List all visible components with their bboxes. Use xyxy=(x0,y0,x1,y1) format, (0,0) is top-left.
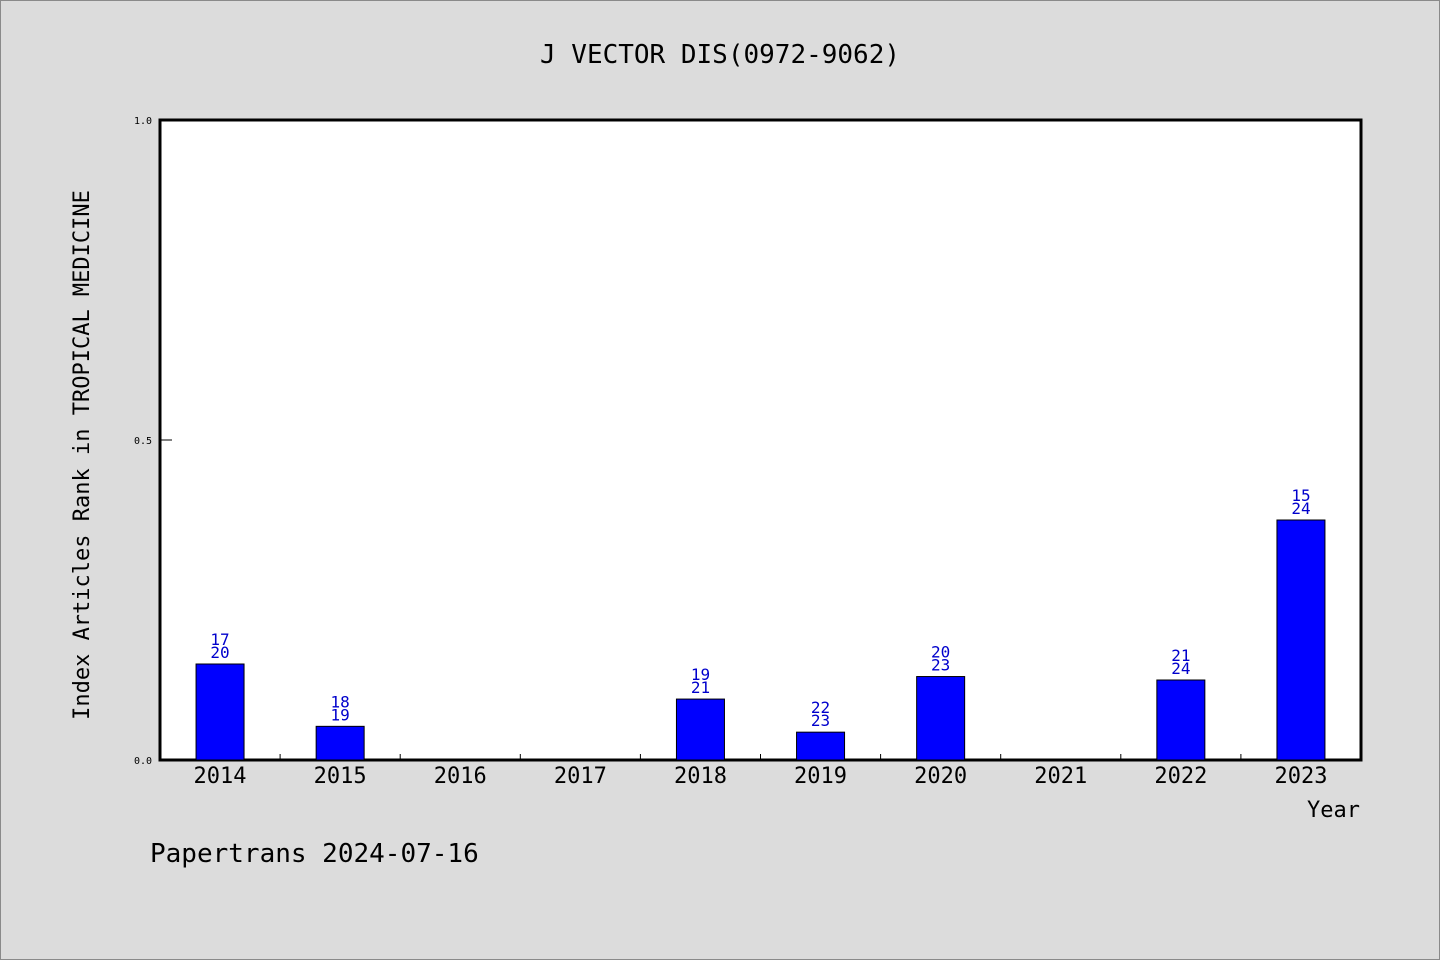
bar-rank-label: 18 xyxy=(331,692,350,711)
y-tick-label: 0.5 xyxy=(134,436,152,447)
bar-total-label: 24 xyxy=(1171,659,1190,678)
chart-title: J VECTOR DIS(0972-9062) xyxy=(540,40,900,70)
bar xyxy=(916,676,966,761)
x-tick-label: 2018 xyxy=(674,764,727,789)
x-tick-label: 2017 xyxy=(554,764,607,789)
bar-total-label: 23 xyxy=(811,711,830,730)
x-tick-label: 2015 xyxy=(314,764,367,789)
bar-rank-label: 21 xyxy=(1171,646,1190,665)
bar-total-label: 20 xyxy=(210,643,229,662)
bar-rank-label: 17 xyxy=(210,630,229,649)
x-axis-label: Year xyxy=(1307,798,1360,823)
bar-rank-label: 15 xyxy=(1291,486,1310,505)
x-tick-label: 2022 xyxy=(1154,764,1207,789)
bar xyxy=(315,725,365,761)
bar-total-label: 23 xyxy=(931,656,950,675)
bar-rank-label: 20 xyxy=(931,643,950,662)
bar-total-label: 19 xyxy=(331,705,350,724)
bar-rank-label: 22 xyxy=(811,698,830,717)
y-axis-ticks: 0.0 0.5 1.0 xyxy=(134,116,172,767)
y-tick-label: 1.0 xyxy=(134,116,152,127)
y-tick-label: 0.0 xyxy=(134,756,152,767)
bar-total-label: 24 xyxy=(1291,499,1310,518)
footer-text: Papertrans 2024-07-16 xyxy=(150,839,479,869)
plot-area xyxy=(158,118,1363,762)
bars xyxy=(195,519,1326,761)
y-axis-label: Index Articles Rank in TROPICAL MEDICINE xyxy=(70,190,95,720)
x-tick-label: 2014 xyxy=(194,764,247,789)
bar-total-label: 21 xyxy=(691,678,710,697)
x-axis-ticks: 2014 2015 2016 2017 2018 2019 2020 2021 2022 2023 xyxy=(194,754,1327,789)
bar xyxy=(1276,519,1326,761)
x-tick-label: 2021 xyxy=(1034,764,1087,789)
bar xyxy=(1156,679,1206,761)
bar xyxy=(796,731,846,761)
bar xyxy=(195,663,245,761)
x-tick-label: 2019 xyxy=(794,764,847,789)
bar-rank-label: 19 xyxy=(691,665,710,684)
bar xyxy=(675,698,725,761)
x-tick-label: 2023 xyxy=(1274,764,1327,789)
x-tick-label: 2016 xyxy=(434,764,487,789)
x-tick-label: 2020 xyxy=(914,764,967,789)
